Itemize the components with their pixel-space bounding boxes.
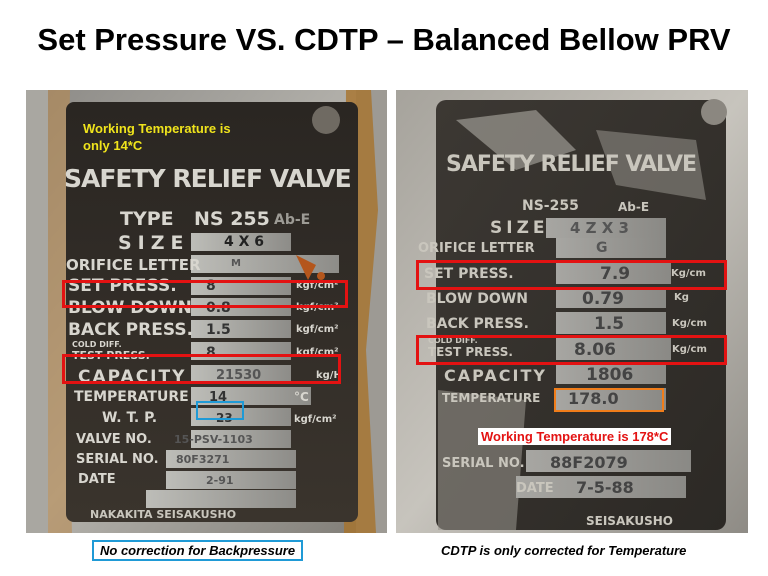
left-plate-cold-diff-label-top: COLD DIFF. [72,340,122,349]
right-plate-capacity-value: 1806 [586,365,634,385]
left-working-temperature-note: Working Temperature is only 14*C [83,121,231,153]
left-plate-back-press-label: BACK PRESS. [68,320,194,340]
left-plate-blow-down-value: 0.8 [206,300,231,316]
right-plate-temperature-label: TEMPERATURE [442,391,541,405]
right-photo-background [396,90,748,533]
right-plate-size-label: SIZE [490,218,549,238]
right-plate-cold-diff-value: 8.06 [574,340,616,360]
left-set-press-highlight [62,280,348,308]
right-plate-blow-down-unit: Kg [674,292,689,303]
left-plate-back-press-value: 1.5 [206,322,231,338]
left-plate-orifice-label: ORIFICE LETTER [66,256,201,274]
left-plate-serial-no-label: SERIAL NO. [76,452,159,467]
left-plate-type-suffix: Ab-E [274,212,311,228]
right-plate-set-press-unit: Kg/cm [671,268,706,279]
left-plate-size-label: SIZE [118,232,190,254]
left-plate-temperature-unit: °C [294,390,309,404]
right-plate-date-value: 7-5-88 [576,478,634,497]
left-photo-background [26,90,387,533]
left-plate-orifice-value: M [231,258,241,269]
left-plate-wtp-label: W. T. P. [102,410,158,426]
right-plate-size-value: 4 Z X 3 [570,219,629,237]
right-plate-cold-diff-label-top: COLD DIFF. [428,336,478,345]
left-temperature-highlight [196,401,244,420]
right-plate-date-label: DATE [516,481,554,496]
left-plate-date-value: 2-91 [206,474,234,487]
left-plate-valve-no-label: VALVE NO. [76,432,152,447]
right-plate-back-press-value: 1.5 [594,314,625,334]
right-plate-set-press-label: SET PRESS. [424,266,514,282]
left-plate-temperature-label: TEMPERATURE [74,389,189,405]
right-nameplate-photo: SAFETY RELIEF VALVE NS-255 Ab-E SIZE 4 Z… [396,90,748,533]
right-plate-orifice-label: ORIFICE LETTER [418,241,535,256]
left-plate-serial-no-value: 80F3271 [176,453,230,466]
left-plate-back-press-unit: kgf/cm² [296,324,339,335]
left-plate-valve-no-value: 15-PSV-1103 [174,433,253,446]
left-caption-text: No correction for Backpressure [100,543,296,558]
right-plate-type-value: NS-255 [522,198,579,214]
right-plate-blow-down-label: BLOW DOWN [426,291,528,307]
left-plate-set-press-unit: kgf/cm² [296,280,339,291]
right-plate-serial-no-label: SERIAL NO. [442,456,525,471]
right-plate-orifice-value: G [596,240,608,256]
left-plate-date-label: DATE [78,472,116,487]
right-plate-back-press-label: BACK PRESS. [426,316,529,332]
right-plate-set-press-value: 7.9 [600,264,631,284]
left-plate-capacity-value: 21530 [216,368,262,383]
right-plate-cold-diff-unit: Kg/cm [672,344,707,355]
right-plate-serial-no-value: 88F2079 [550,453,628,472]
right-plate-capacity-label: CAPACITY [444,366,547,385]
left-plate-cold-diff-value: 8 [206,345,216,361]
right-working-temperature-note: Working Temperature is 178*C [478,428,672,445]
right-plate-temperature-value: 178.0 [568,389,619,408]
right-test-press-highlight [416,335,727,365]
left-plate-cold-diff-unit: kgf/cm² [296,347,339,358]
left-nameplate-photo: SAFETY RELIEF VALVE TYPE NS 255 Ab-E SIZ… [26,90,387,533]
slide-title: Set Pressure VS. CDTP – Balanced Bellow … [37,22,731,57]
right-plate-blow-down-value: 0.79 [582,289,624,309]
right-plate-back-press-unit: Kg/cm [672,318,707,329]
right-caption: CDTP is only corrected for Temperature [441,543,687,558]
right-set-press-highlight [416,260,727,290]
left-plate-set-press-value: 8 [206,278,216,294]
left-caption: No correction for Backpressure [92,540,304,561]
left-test-press-highlight [62,354,341,384]
left-plate-capacity-unit: kg/H [316,370,342,381]
left-plate-heading: SAFETY RELIEF VALVE [64,164,352,193]
left-plate-wtp-unit: kgf/cm² [294,414,337,425]
left-plate-size-value: 4 X 6 [224,234,265,250]
right-plate-maker: SEISAKUSHO [586,514,673,528]
left-plate-type-label: TYPE [120,208,174,230]
right-temperature-highlight [554,388,664,412]
right-plate-type-suffix: Ab-E [618,200,650,214]
left-plate-blow-down-label: BLOW DOWN [68,298,192,318]
left-plate-maker: NAKAKITA SEISAKUSHO [90,508,237,521]
right-plate-cold-diff-label-bottom: TEST PRESS. [428,345,513,359]
left-plate-type-value: NS 255 [194,208,270,230]
right-plate-heading: SAFETY RELIEF VALVE [446,152,697,177]
